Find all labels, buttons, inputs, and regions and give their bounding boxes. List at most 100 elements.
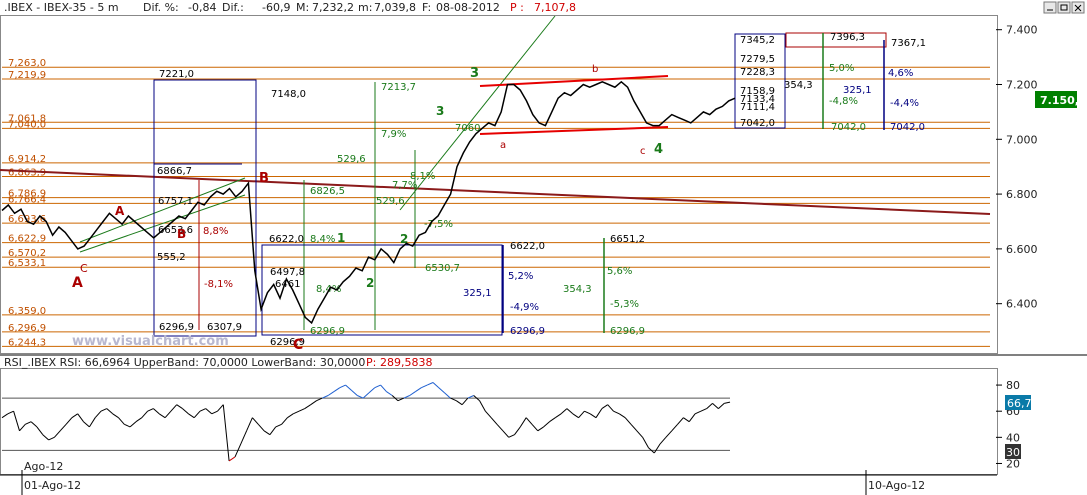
box3-pc: 8,4% [310,234,335,245]
header-date: 08-08-2012 [436,1,500,14]
rsi-segment [275,423,282,428]
rsi-segment [36,426,44,436]
rsi-segment [380,384,387,392]
fib-label: 6,296,9 [8,323,46,334]
rsi-segment [467,395,474,399]
rsi-segment [537,426,544,432]
box3-t7: 6461 [275,279,300,290]
rsi-segment [706,403,713,409]
rsi-segment [182,408,189,415]
watermark: www.visualchart.com [72,334,229,349]
rsi-segment [164,410,172,419]
box-3-frame [261,244,503,336]
rsi-segment [403,395,410,399]
rsi-segment [444,392,451,399]
wave-label-green: 3 [436,104,444,118]
box3-p2: 8,1% [410,171,435,182]
price-axis: 7.400 7.200 7.000 6.800 6.600 6.400 [996,24,1038,311]
channel-line-upper [79,177,246,243]
rsi-segment [391,395,399,402]
y-tick-label: 6.400 [1006,298,1038,311]
rsi-segment [42,434,49,441]
rsi-tick-label: 40 [1006,431,1020,444]
rsi-segment [566,408,574,415]
rsi-segment [71,413,78,419]
fib-label: 6,359,0 [8,306,46,317]
rsi-segment [170,404,178,412]
rsi-segment [677,417,684,425]
rsi-segment [13,411,20,431]
rsi-segment [362,392,370,399]
rsi-segment [432,382,440,389]
rsi-segment [222,404,230,461]
box5-range: 354,3 [563,284,592,295]
rsi-segment [619,413,626,419]
rsi-segment [333,387,341,393]
box1-level: 7148,0 [271,89,306,100]
rsi-segment [665,430,673,438]
wave-label-red: C [80,262,88,275]
rsi-segment [496,423,504,432]
rsi-segment [473,395,480,402]
rsi-segment [694,410,702,415]
box3-t3: 6622,0 [269,234,304,245]
last-price-value: 7.150,2 [1040,94,1087,107]
box7-bottom: 7042,0 [831,122,866,133]
wave-label-green: 1 [337,231,345,245]
fib-label: 6,622,9 [8,234,46,245]
analysis-overlays: 7221,0 7148,0 555,2 6296,9 6307,9 -8,1% 8,8% 68… [0,15,991,353]
box4-p2: -4,9% [510,302,539,313]
box3-t1: 7060 [455,123,480,134]
box8-p1: 4,6% [888,68,913,79]
box-6 [734,33,786,129]
rsi-segment [595,408,603,418]
impulse-line [399,15,556,211]
box4-bottom: 6296,9 [510,326,545,337]
box3-t5: 6296,9 [310,326,345,337]
fib-label: 7,263,0 [8,58,46,69]
fib-label: 7,061,8 [8,113,46,124]
rsi-p-value: 289,5838 [380,356,433,369]
box7-p2: -4,8% [829,96,858,107]
box5-top: 6651,2 [610,234,645,245]
minimize-button[interactable] [1043,1,1057,14]
rsi-line[interactable] [1,382,731,462]
rsi-last-badge [1005,395,1031,410]
rsi-segment [211,410,218,415]
last-price-badge [1035,91,1077,108]
rsi-segment [461,397,469,406]
price-line[interactable] [1,80,736,325]
header-date-label: F: [422,1,431,14]
box4-p1: 5,2% [508,271,533,282]
x-label-start: 01-Ago-12 [24,479,81,492]
maximize-button[interactable] [1057,1,1071,14]
box1-bottom: 6296,9 [159,322,194,333]
box-7 [785,32,887,48]
wave-label-red: B [177,227,186,241]
x-label-month: Ago-12 [24,460,63,473]
header-dif-label: Dif. %: [143,1,179,14]
close-icon [1074,4,1082,12]
window-buttons [1043,1,1085,14]
top-channel-lower [479,126,669,135]
rsi-segment [589,413,597,419]
box7-top: 7396,3 [830,32,865,43]
rsi-segment [409,391,416,396]
rsi-segment [153,408,160,415]
rsi-segment [531,423,539,432]
wave-label-red: C [293,337,303,353]
price-panel-frame [0,15,998,354]
wave-label-green: 2 [400,232,408,246]
rsi-segment [240,430,248,445]
rsi-header: RSI_.IBEX RSI: 66,6964 UpperBand: 70,000… [4,356,365,369]
rsi-segment [653,443,661,454]
rsi-segment [292,410,300,415]
wave-label-green: 4 [654,142,663,157]
rsi-lower-badge-value: 30 [1006,446,1020,459]
rsi-segment [19,423,26,432]
rsi-panel-frame [0,368,998,475]
rsi-segment [65,417,73,425]
box3-pd: 7,7% [392,180,417,191]
